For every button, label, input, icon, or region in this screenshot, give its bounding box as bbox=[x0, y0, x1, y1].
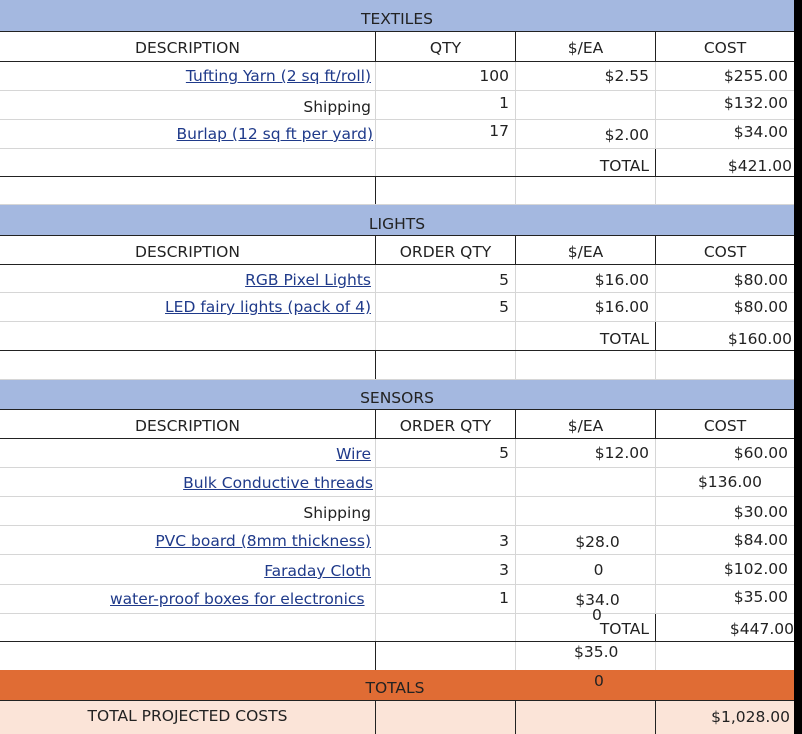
totals-band bbox=[0, 670, 794, 700]
link-water-proof-boxes[interactable]: water-proof boxes for electronics bbox=[110, 590, 365, 608]
header-cost: COST bbox=[703, 417, 747, 435]
qty-cell: 100 bbox=[376, 62, 516, 90]
qty-cell: 17 bbox=[376, 120, 516, 148]
cost-cell: $132.00 bbox=[723, 94, 788, 112]
header-price-each: $/EA bbox=[516, 236, 656, 264]
total-label: TOTAL bbox=[516, 322, 656, 350]
table-row: LED fairy lights (pack of 4) 5 $16.00 $8… bbox=[0, 293, 794, 321]
price-cell: 0 bbox=[516, 555, 656, 584]
total-row-sensors: TOTAL $447.00 bbox=[0, 614, 794, 641]
table-row: Shipping $30.00 bbox=[0, 497, 794, 525]
spacer-row bbox=[0, 351, 794, 379]
link-wire[interactable]: Wire bbox=[336, 445, 371, 463]
price-cell: $16.00 bbox=[516, 293, 656, 321]
header-row-textiles: DESCRIPTION QTY $/EA COST bbox=[0, 32, 794, 61]
header-row-sensors: DESCRIPTION ORDER QTY $/EA COST bbox=[0, 410, 794, 438]
section-title-totals: TOTALS bbox=[365, 679, 425, 697]
header-description: DESCRIPTION bbox=[0, 236, 376, 264]
total-projected-costs-label: TOTAL PROJECTED COSTS bbox=[0, 701, 376, 734]
cost-cell: $35.00 bbox=[733, 588, 788, 606]
cost-cell: $255.00 bbox=[723, 67, 788, 85]
total-row-textiles: TOTAL $421.00 bbox=[0, 149, 794, 177]
link-pvc-board[interactable]: PVC board (8mm thickness) bbox=[155, 532, 371, 550]
header-cost: COST bbox=[703, 39, 747, 57]
qty-cell: 5 bbox=[376, 265, 516, 292]
table-row: Wire 5 $12.00 $60.00 bbox=[0, 439, 794, 467]
section-title-textiles: TEXTILES bbox=[0, 0, 794, 31]
spacer-row bbox=[0, 177, 794, 204]
qty-cell: 5 bbox=[376, 293, 516, 321]
header-qty: QTY bbox=[376, 32, 516, 61]
qty-cell: 3 bbox=[376, 526, 516, 554]
price-cell: $12.00 bbox=[516, 439, 656, 467]
table-row: Shipping 1 $132.00 bbox=[0, 91, 794, 119]
table-row: Burlap (12 sq ft per yard) 17 $2.00 $34.… bbox=[0, 120, 794, 148]
qty-cell bbox=[376, 468, 516, 496]
header-cost: COST bbox=[703, 243, 747, 261]
qty-cell bbox=[376, 497, 516, 525]
table-row: water-proof boxes for electronics 1 $34.… bbox=[0, 585, 794, 613]
shipping-label: Shipping bbox=[0, 497, 376, 525]
section-title-sensors: SENSORS bbox=[0, 380, 794, 409]
header-description: DESCRIPTION bbox=[0, 32, 376, 61]
total-value: $421.00 bbox=[727, 157, 792, 175]
totals-row: TOTAL PROJECTED COSTS $1,028.00 bbox=[0, 701, 794, 734]
cost-cell: $84.00 bbox=[733, 531, 788, 549]
total-label: TOTAL bbox=[516, 614, 656, 641]
price-cell bbox=[516, 497, 656, 525]
link-rgb-pixel-lights[interactable]: RGB Pixel Lights bbox=[245, 271, 371, 289]
shipping-label: Shipping bbox=[0, 91, 376, 119]
header-price-each: $/EA bbox=[516, 32, 656, 61]
header-row-lights: DESCRIPTION ORDER QTY $/EA COST bbox=[0, 236, 794, 264]
table-row: RGB Pixel Lights 5 $16.00 $80.00 bbox=[0, 265, 794, 292]
section-title-lights: LIGHTS bbox=[0, 205, 794, 235]
cost-cell: $80.00 bbox=[733, 298, 788, 316]
price-cell: $16.00 bbox=[516, 265, 656, 292]
link-led-fairy-lights[interactable]: LED fairy lights (pack of 4) bbox=[165, 298, 371, 316]
overflow-price-remainder: 0 bbox=[592, 606, 602, 624]
total-label: TOTAL bbox=[516, 149, 656, 177]
qty-cell: 1 bbox=[376, 585, 516, 613]
total-value: $160.00 bbox=[727, 330, 792, 348]
cost-cell: $34.00 bbox=[733, 123, 788, 141]
price-cell: $2.55 bbox=[516, 62, 656, 90]
price-cell: $28.0 bbox=[516, 526, 656, 554]
cost-cell: $30.00 bbox=[733, 503, 788, 521]
header-order-qty: ORDER QTY bbox=[376, 410, 516, 438]
table-row: Bulk Conductive threads $136.00 bbox=[0, 468, 794, 496]
price-cell: $2.00 bbox=[516, 120, 656, 148]
qty-cell: 3 bbox=[376, 555, 516, 584]
total-value: $447.00 bbox=[729, 620, 794, 638]
overflow-value-remainder: 0 bbox=[594, 672, 604, 690]
link-tufting-yarn[interactable]: Tufting Yarn (2 sq ft/roll) bbox=[185, 67, 371, 85]
price-cell bbox=[516, 468, 656, 496]
price-cell: $34.0 bbox=[516, 585, 656, 613]
cost-cell: $102.00 bbox=[723, 560, 788, 578]
table-row: Faraday Cloth 3 0 $102.00 bbox=[0, 555, 794, 584]
link-faraday-cloth[interactable]: Faraday Cloth bbox=[264, 562, 371, 580]
total-projected-costs-value: $1,028.00 bbox=[711, 708, 790, 726]
table-row: Tufting Yarn (2 sq ft/roll) 100 $2.55 $2… bbox=[0, 62, 794, 90]
qty-cell: 5 bbox=[376, 439, 516, 467]
link-burlap[interactable]: Burlap (12 sq ft per yard) bbox=[176, 125, 373, 143]
link-bulk-conductive-threads[interactable]: Bulk Conductive threads bbox=[183, 474, 373, 492]
cost-cell: $60.00 bbox=[733, 444, 788, 462]
cost-cell: $136.00 bbox=[697, 473, 763, 491]
header-order-qty: ORDER QTY bbox=[376, 236, 516, 264]
header-description: DESCRIPTION bbox=[0, 410, 376, 438]
total-row-lights: TOTAL $160.00 bbox=[0, 322, 794, 350]
spacer-row bbox=[0, 642, 794, 670]
cost-cell: $80.00 bbox=[733, 271, 788, 289]
header-price-each: $/EA bbox=[516, 410, 656, 438]
table-row: PVC board (8mm thickness) 3 $28.0 $84.00 bbox=[0, 526, 794, 554]
overflow-value: $35.0 bbox=[574, 643, 619, 661]
price-cell bbox=[516, 91, 656, 119]
qty-cell: 1 bbox=[376, 91, 516, 119]
